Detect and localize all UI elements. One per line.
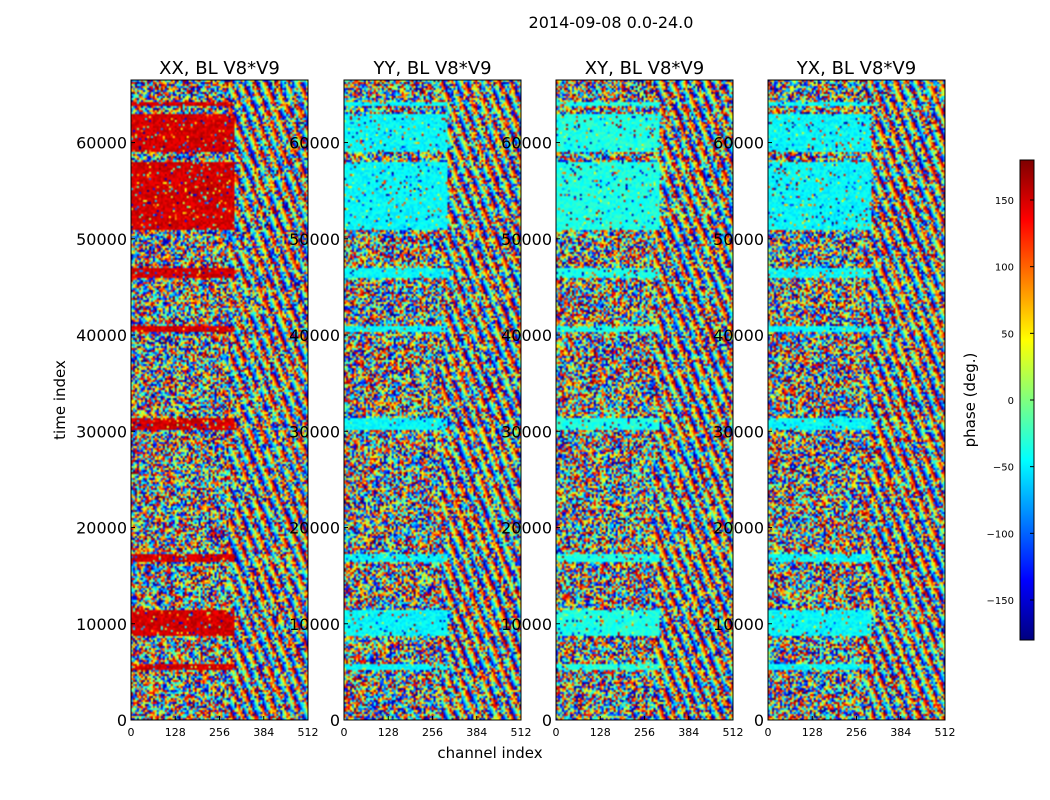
x-axis-label: channel index	[437, 744, 542, 762]
heatmap-image	[344, 80, 521, 720]
y-tick-label: 40000	[76, 326, 127, 345]
y-tick-label: 20000	[76, 519, 127, 538]
heatmap-image	[768, 80, 945, 720]
x-tick-label: 128	[802, 726, 823, 739]
y-tick-label: 60000	[501, 134, 552, 153]
heatmap-panel-3: XY, BL V8*V9 0 128 256 384 512 0 10000 20000 3000…	[501, 58, 743, 739]
colorbar: 150 100 50 0 −50 −100 −150 phase (deg.)	[961, 159, 1035, 641]
colorbar-tick-label: 100	[995, 263, 1014, 274]
panel-title: XX, BL V8*V9	[159, 58, 280, 79]
y-tick-label: 50000	[501, 230, 552, 249]
y-tick-label: 60000	[713, 134, 764, 153]
y-tick-label: 50000	[289, 230, 340, 249]
colorbar-tick-label: −100	[987, 529, 1014, 540]
x-tick-label: 384	[890, 726, 911, 739]
panels: XX, BL V8*V9 0 128 256 384 512 0 10000 20000 3000…	[76, 58, 955, 739]
colorbar-tick-label: −150	[987, 596, 1014, 607]
panel-title: YX, BL V8*V9	[796, 58, 916, 79]
x-tick-label: 0	[341, 726, 348, 739]
colorbar-label: phase (deg.)	[961, 353, 979, 448]
y-tick-label: 60000	[289, 134, 340, 153]
x-tick-label: 384	[466, 726, 487, 739]
y-tick-label: 40000	[501, 326, 552, 345]
y-tick-label: 10000	[501, 615, 552, 634]
x-tick-label: 384	[678, 726, 699, 739]
y-tick-label: 40000	[289, 326, 340, 345]
y-tick-label: 30000	[289, 422, 340, 441]
heatmap-panel-4: YX, BL V8*V9 0 128 256 384 512 0 10000 20000 3000…	[713, 58, 955, 739]
y-tick-label: 0	[754, 711, 764, 730]
panel-title: YY, BL V8*V9	[372, 58, 491, 79]
x-tick-label: 0	[765, 726, 772, 739]
x-tick-label: 128	[378, 726, 399, 739]
heatmap-image	[131, 80, 308, 720]
x-tick-label: 512	[723, 726, 744, 739]
x-tick-label: 0	[128, 726, 135, 739]
y-tick-label: 20000	[501, 519, 552, 538]
x-tick-label: 256	[209, 726, 230, 739]
x-tick-label: 128	[165, 726, 186, 739]
x-tick-label: 128	[590, 726, 611, 739]
y-tick-label: 30000	[501, 422, 552, 441]
x-tick-label: 0	[553, 726, 560, 739]
y-tick-label: 0	[117, 711, 127, 730]
y-axis-label: time index	[51, 360, 69, 440]
y-tick-label: 20000	[713, 519, 764, 538]
heatmap-image	[556, 80, 733, 720]
x-tick-label: 256	[846, 726, 867, 739]
figure-suptitle: 2014-09-08 0.0-24.0	[529, 13, 694, 32]
x-tick-label: 512	[298, 726, 319, 739]
x-tick-label: 256	[634, 726, 655, 739]
y-tick-label: 50000	[76, 230, 127, 249]
x-tick-label: 256	[422, 726, 443, 739]
x-tick-label: 512	[511, 726, 532, 739]
heatmap-panel-1: XX, BL V8*V9 0 128 256 384 512 0 10000 20000 3000…	[76, 58, 318, 739]
heatmap-panel-2: YY, BL V8*V9 0 128 256 384 512 0 10000 20000 3000…	[289, 58, 531, 739]
colorbar-ticks: 150 100 50 0 −50 −100 −150	[987, 196, 1034, 607]
x-tick-label: 384	[253, 726, 274, 739]
panel-title: XY, BL V8*V9	[585, 58, 704, 79]
colorbar-tick-label: 50	[1001, 329, 1014, 340]
x-tick-label: 512	[935, 726, 956, 739]
y-tick-label: 40000	[713, 326, 764, 345]
y-tick-label: 50000	[713, 230, 764, 249]
y-tick-label: 30000	[713, 422, 764, 441]
y-tick-label: 10000	[76, 615, 127, 634]
y-tick-label: 60000	[76, 134, 127, 153]
colorbar-tick-label: 150	[995, 196, 1014, 207]
y-tick-label: 30000	[76, 422, 127, 441]
y-tick-label: 0	[542, 711, 552, 730]
y-tick-label: 20000	[289, 519, 340, 538]
y-tick-label: 10000	[713, 615, 764, 634]
y-tick-label: 10000	[289, 615, 340, 634]
y-tick-label: 0	[330, 711, 340, 730]
colorbar-tick-label: 0	[1008, 396, 1014, 407]
colorbar-tick-label: −50	[993, 463, 1014, 474]
